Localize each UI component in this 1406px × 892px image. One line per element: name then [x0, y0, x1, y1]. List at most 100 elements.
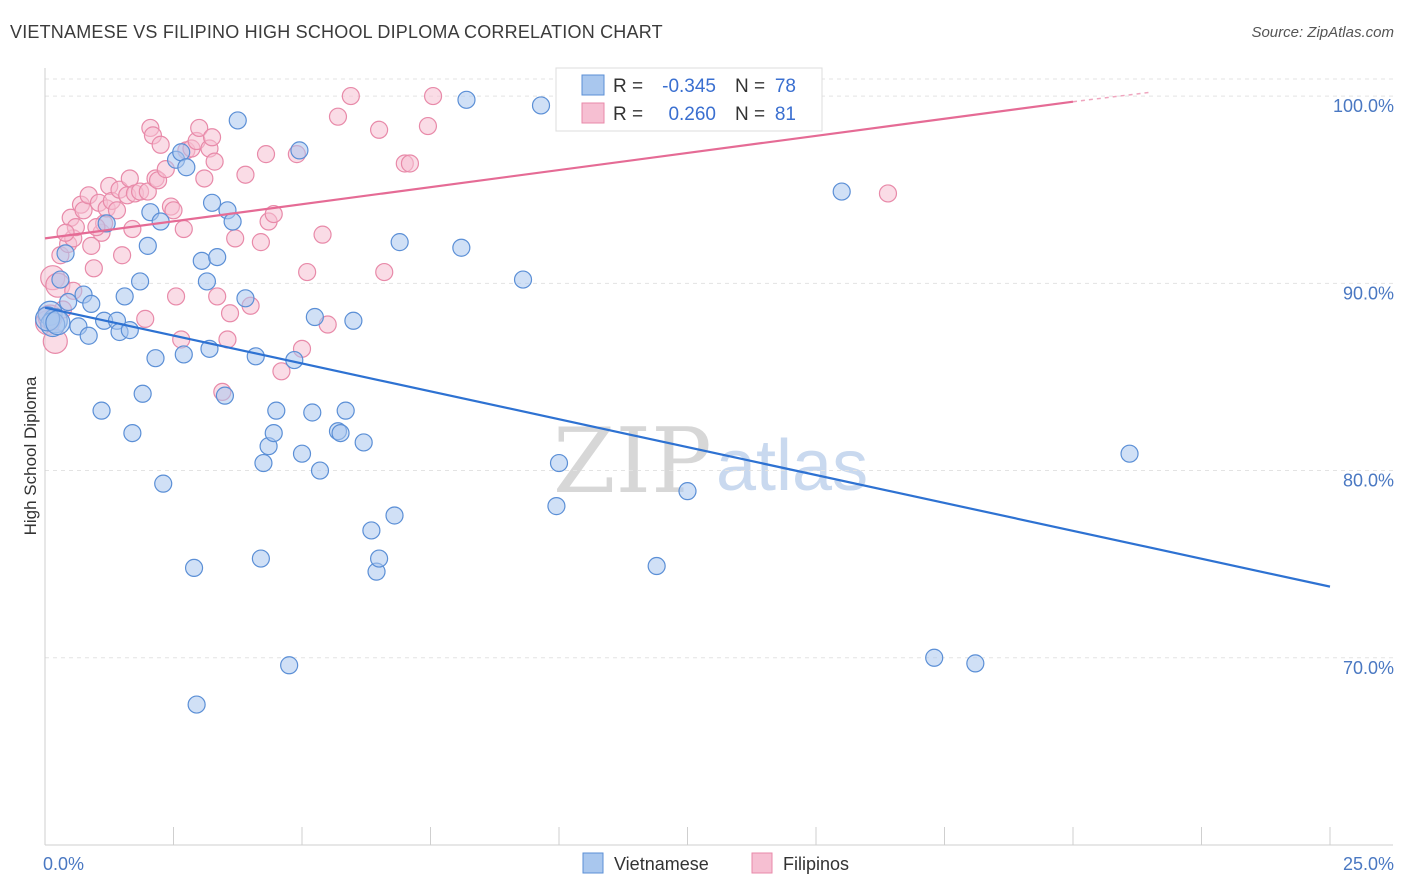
vietnamese-point	[228, 111, 247, 130]
x-tick-label-max: 25.0%	[1343, 854, 1394, 874]
vietnamese-point	[251, 549, 270, 568]
filipinos-point	[226, 229, 245, 248]
filipinos-point	[298, 262, 317, 282]
filipinos-trend-line	[44, 100, 1074, 240]
vietnamese-point	[177, 158, 196, 177]
filipinos-point	[151, 135, 170, 154]
bottom-legend-swatch-vietnamese	[582, 852, 604, 874]
trend-lines	[44, 91, 1331, 588]
vietnamese-point	[115, 287, 134, 306]
filipinos-point	[136, 309, 155, 328]
vietnamese-point	[174, 345, 193, 364]
legend-n-value-1: 78	[775, 76, 796, 97]
filipinos-point	[164, 201, 183, 220]
x-tick-label-min: 0.0%	[43, 854, 84, 874]
y-tick-label-80: 80.0%	[1343, 471, 1394, 491]
vietnamese-point	[82, 294, 101, 314]
y-axis-title: High School Diploma	[21, 376, 40, 535]
legend-r-value-2: 0.260	[668, 104, 716, 125]
bottom-legend-label-filipinos: Filipinos	[783, 854, 849, 874]
y-tick-label-90: 90.0%	[1343, 283, 1394, 303]
vietnamese-point	[79, 326, 98, 345]
vietnamese-point	[344, 311, 363, 330]
vietnamese-point	[215, 386, 234, 405]
vietnamese-point	[192, 251, 211, 270]
filipinos-point	[82, 236, 101, 255]
y-tick-labels: 70.0% 80.0% 90.0% 100.0%	[1333, 96, 1394, 678]
chart-source: Source: ZipAtlas.com	[1251, 24, 1394, 41]
filipinos-point	[107, 201, 127, 220]
watermark-atlas: atlas	[716, 426, 868, 506]
vietnamese-point	[457, 90, 476, 109]
filipinos-point	[205, 152, 224, 171]
vietnamese-point	[236, 289, 255, 308]
filipinos-point	[370, 120, 389, 139]
vietnamese-point	[45, 310, 71, 336]
vietnamese-point	[513, 270, 533, 289]
vietnamese-points	[34, 90, 1139, 714]
vietnamese-point	[123, 423, 142, 443]
vietnamese-point	[146, 349, 165, 368]
vietnamese-point	[208, 248, 227, 267]
y-tick-label-100: 100.0%	[1333, 96, 1394, 116]
vietnamese-point	[130, 272, 150, 291]
vietnamese-point	[547, 497, 566, 516]
legend-swatch-vietnamese	[581, 74, 605, 96]
filipinos-point	[251, 233, 270, 252]
vietnamese-point	[832, 182, 851, 201]
vietnamese-point	[966, 654, 985, 673]
filipinos-point	[112, 246, 132, 265]
legend-r-value-1: -0.345	[662, 76, 716, 97]
vietnamese-point	[97, 214, 116, 233]
filipinos-point	[84, 259, 103, 278]
filipinos-point	[123, 219, 142, 239]
vietnamese-point	[531, 96, 551, 115]
filipinos-trend-extension	[1072, 91, 1151, 103]
filipinos-point	[423, 86, 443, 106]
vietnamese-point	[292, 444, 312, 463]
filipinos-point	[375, 262, 394, 282]
filipinos-point	[208, 287, 227, 306]
vietnamese-point	[549, 453, 569, 473]
chart-title: VIETNAMESE VS FILIPINO HIGH SCHOOL DIPLO…	[10, 22, 663, 42]
vietnamese-point	[678, 482, 697, 501]
filipinos-point	[341, 86, 360, 106]
vietnamese-point	[331, 423, 350, 443]
vietnamese-point	[362, 521, 381, 540]
filipinos-point	[220, 304, 240, 323]
vietnamese-point	[354, 433, 373, 452]
filipinos-point	[272, 362, 291, 381]
vietnamese-point	[202, 193, 222, 212]
vietnamese-point	[56, 244, 75, 263]
filipinos-point	[174, 219, 193, 239]
filipinos-point	[195, 169, 214, 188]
filipinos-point	[418, 116, 438, 136]
vietnamese-point	[1120, 444, 1139, 463]
x-ticks	[44, 827, 1331, 845]
vietnamese-point	[452, 238, 471, 257]
filipinos-point	[264, 204, 283, 224]
vietnamese-point	[390, 233, 409, 252]
vietnamese-point	[370, 549, 389, 568]
vietnamese-point	[336, 401, 355, 420]
legend-r-label-1: R =	[613, 76, 643, 97]
vietnamese-trend-line	[44, 306, 1331, 588]
filipinos-point	[56, 223, 75, 242]
bottom-legend-swatch-filipinos	[751, 852, 773, 874]
legend-r-label-2: R =	[613, 104, 643, 125]
bottom-legend: Vietnamese Filipinos	[582, 852, 849, 874]
legend: R = -0.345 N = 78 R = 0.260 N = 81	[555, 67, 823, 132]
legend-swatch-filipinos	[581, 102, 605, 124]
filipinos-point	[328, 107, 348, 126]
vietnamese-point	[267, 401, 286, 420]
y-tick-label-70: 70.0%	[1343, 658, 1394, 678]
bottom-legend-label-vietnamese: Vietnamese	[614, 854, 709, 874]
vietnamese-point	[138, 236, 157, 255]
legend-n-value-2: 81	[775, 104, 796, 125]
filipinos-point	[313, 225, 332, 244]
vietnamese-point	[310, 461, 330, 480]
filipinos-point	[256, 145, 276, 164]
vietnamese-point	[305, 307, 324, 327]
vietnamese-point	[223, 212, 242, 231]
